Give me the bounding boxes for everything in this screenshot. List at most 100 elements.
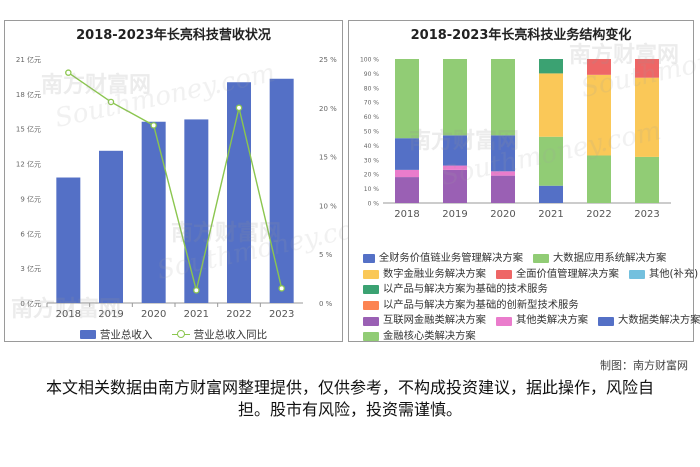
legend-item[interactable]: 以产品与解决方案为基础的技术服务	[363, 282, 548, 298]
legend-item[interactable]: 其他类解决方案	[495, 313, 589, 329]
business-structure-chart: 0 % 10 % 20 % 30 % 40 % 50 % 60 % 70 % 80 % 90 % 1…	[360, 57, 671, 220]
y-tick-label: 10 %	[364, 186, 380, 193]
revenue-bar	[56, 177, 81, 303]
growth-line	[67, 72, 283, 291]
stacked-bar-segment	[539, 136, 563, 186]
legend-label: 大数据类解决方案	[618, 314, 700, 327]
x-tick-label: 2019	[98, 309, 123, 320]
stacked-bar-segment	[491, 171, 515, 176]
stacked-bar-segment	[443, 165, 467, 170]
legend-row: 数字金融业务解决方案 全面价值管理解决方案 其他(补充)	[363, 267, 698, 283]
legend-item-revenue[interactable]: 营业总收入	[79, 327, 152, 342]
legend-label: 金融核心类解决方案	[383, 329, 476, 342]
legend-label: 全财务价值链业务管理解决方案	[378, 252, 523, 264]
legend-item[interactable]: 大数据应用系统解决方案	[533, 251, 666, 267]
x-tick-label: 2023	[269, 309, 294, 320]
revenue-chart-panel: 0 亿元 3 亿元 6 亿元 9 亿元 12 亿元 15 亿元 18 亿元 21 亿元 0 % 5…	[4, 20, 380, 342]
revenue-chart-title: 2018-2023年长亮科技营收状况	[76, 28, 271, 43]
business-structure-panel: 0 % 10 % 20 % 30 % 40 % 50 % 60 % 70 % 80 % 90 % 1…	[348, 20, 700, 345]
revenue-bar	[184, 119, 209, 304]
legend-label: 数字金融业务解决方案	[383, 267, 486, 280]
legend-swatch	[495, 316, 512, 326]
legend-swatch	[628, 269, 645, 279]
y-right-tick-label: 10 %	[319, 202, 337, 210]
y-left-tick-label: 6 亿元	[20, 229, 41, 238]
stacked-bar-segment	[491, 175, 515, 203]
x-tick-label: 2021	[538, 209, 563, 220]
y-right-tick-label: 20 %	[319, 105, 337, 113]
legend-row: 互联网金融类解决方案 其他类解决方案 大数据类解决方案	[363, 313, 700, 329]
y-right-tick-label: 5 %	[319, 251, 333, 259]
legend-swatch	[363, 269, 379, 279]
stacked-bar-segment	[443, 135, 467, 166]
legend-swatch	[363, 254, 375, 264]
y-tick-label: 50 %	[364, 129, 380, 136]
growth-point	[278, 285, 285, 292]
legend-swatch	[533, 254, 549, 264]
legend-label: 全面价值管理解决方案	[515, 267, 619, 280]
growth-point	[235, 104, 243, 112]
y-tick-label: 60 %	[364, 114, 380, 121]
stacked-bar-segment	[635, 59, 659, 78]
legend-item[interactable]: 全面价值管理解决方案	[495, 267, 619, 283]
y-tick-label: 90 %	[364, 71, 380, 78]
legend-swatch	[363, 285, 379, 295]
x-tick-label: 2020	[141, 309, 166, 320]
y-tick-label: 100 %	[360, 57, 379, 64]
stacked-bar-segment	[587, 59, 611, 75]
legend-label: 以产品与解决方案为基础的技术服务	[383, 283, 548, 296]
legend-swatch	[363, 332, 379, 342]
legend-label: 大数据应用系统解决方案	[553, 252, 667, 264]
legend-swatch	[363, 301, 379, 311]
x-tick-label: 2022	[586, 209, 611, 220]
legend-row: 金融核心类解决方案	[363, 329, 693, 345]
legend-label: 其他(补充)	[648, 267, 699, 280]
y-tick-label: 40 %	[364, 143, 380, 150]
legend-swatch	[598, 316, 615, 326]
growth-point	[193, 287, 200, 294]
y-left-tick-label: 3 亿元	[20, 264, 41, 273]
revenue-legend: 营业总收入 营业总收入同比	[5, 327, 342, 342]
x-tick-label: 2023	[634, 209, 659, 220]
legend-item[interactable]: 全财务价值链业务管理解决方案	[363, 251, 523, 267]
stacked-bar-segment	[443, 59, 467, 136]
legend-item[interactable]: 金融核心类解决方案	[363, 329, 476, 345]
x-tick-label: 2020	[490, 209, 515, 220]
stacked-bar-segment	[635, 156, 659, 203]
revenue-bar	[269, 78, 294, 303]
stacked-bar-segment	[395, 138, 419, 170]
legend-swatch	[363, 316, 379, 326]
legend-item[interactable]: 大数据类解决方案	[598, 313, 700, 329]
legend-item[interactable]: 互联网金融类解决方案	[363, 313, 486, 329]
stacked-bar-segment	[491, 59, 515, 136]
revenue-chart: 0 亿元 3 亿元 6 亿元 9 亿元 12 亿元 15 亿元 18 亿元 21 亿元 0 % 5…	[16, 55, 337, 320]
growth-point	[65, 69, 72, 76]
y-left-tick-label: 9 亿元	[20, 194, 41, 203]
revenue-bar	[99, 150, 123, 303]
legend-row: 以产品与解决方案为基础的技术服务	[363, 282, 693, 298]
y-left-tick-label: 12 亿元	[16, 160, 41, 169]
y-right-tick-label: 0 %	[319, 300, 333, 308]
y-left-tick-label: 18 亿元	[16, 90, 41, 99]
legend-item[interactable]: 数字金融业务解决方案	[363, 267, 486, 283]
stacked-bar-segment	[635, 77, 659, 157]
y-tick-label: 80 %	[364, 85, 380, 92]
stacked-bar-segment	[395, 59, 419, 139]
y-left-tick-label: 0 亿元	[20, 299, 41, 308]
y-left-tick-label: 15 亿元	[16, 125, 41, 134]
stacked-bar-segment	[395, 177, 419, 203]
x-tick-label: 2022	[226, 309, 251, 320]
stacked-bar-segment	[539, 73, 563, 137]
stacked-bar-segment	[587, 155, 611, 203]
x-tick-label: 2019	[442, 209, 467, 220]
legend-label: 以产品与解决方案为基础的创新型技术服务	[383, 298, 579, 311]
legend-item[interactable]: 其他(补充)	[628, 267, 699, 283]
stacked-bar-segment	[443, 169, 467, 203]
legend-item[interactable]: 以产品与解决方案为基础的创新型技术服务	[363, 298, 579, 314]
stacked-bar-segment	[491, 135, 515, 172]
stacked-bar-segment	[539, 185, 563, 203]
legend-label: 其他类解决方案	[515, 314, 589, 327]
legend-row: 以产品与解决方案为基础的创新型技术服务	[363, 298, 693, 314]
growth-point	[107, 98, 115, 106]
legend-item-growth[interactable]: 营业总收入同比	[171, 327, 267, 342]
